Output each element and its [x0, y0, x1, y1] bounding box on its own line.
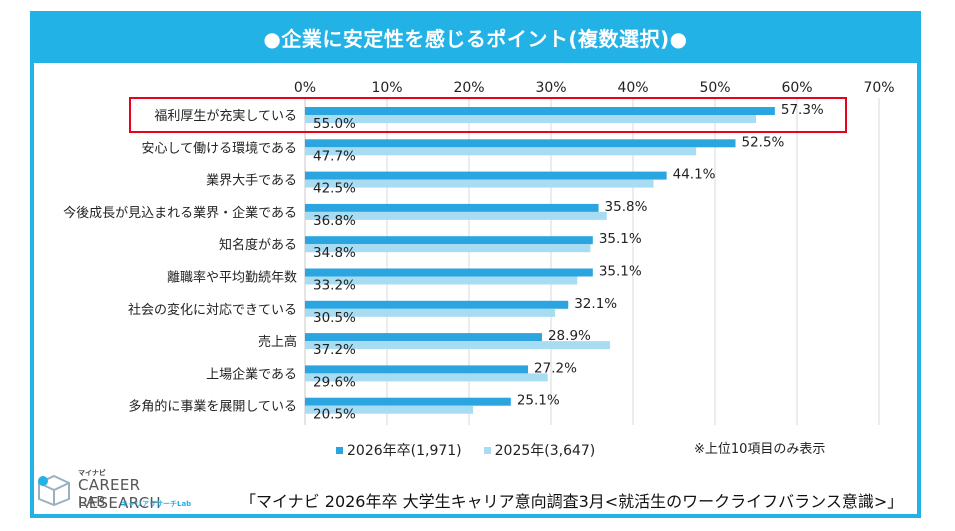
data-label-2026: 25.1% [517, 393, 560, 409]
data-label-2026: 28.9% [548, 328, 591, 344]
legend-swatch-2026 [336, 446, 343, 454]
data-label-2026: 35.1% [599, 264, 642, 280]
logo-text-line2: LAB [78, 495, 107, 510]
data-label-2025: 20.5% [313, 407, 356, 423]
bar-2026 [305, 171, 667, 180]
bar-2025 [305, 276, 578, 285]
data-label-2026: 52.5% [742, 134, 785, 150]
data-label-2025: 29.6% [313, 374, 356, 390]
data-label-2025: 37.2% [313, 342, 356, 358]
category-label: 業界大手である [206, 173, 297, 189]
bar-2026 [305, 139, 736, 148]
legend-item-2025: 2025年(3,647) [483, 440, 596, 460]
data-label-2026: 35.8% [605, 199, 648, 215]
bar-2026 [305, 107, 775, 115]
logo-text-line1: CAREER RESEARCH [78, 476, 161, 512]
data-label-2025: 42.5% [313, 181, 356, 197]
x-tick-label: 20% [453, 80, 484, 96]
category-label: 安心して働ける環境である [142, 141, 297, 156]
bar-2026 [305, 268, 593, 277]
category-label: 福利厚生が充実している [154, 108, 297, 124]
logo-cube-icon [38, 474, 70, 506]
bar-2025 [305, 211, 607, 220]
legend-label-2025: 2025年(3,647) [494, 443, 596, 459]
career-research-lab-logo: マイナビ CAREER RESEARCH LAB キャリアリサーチLab [36, 468, 226, 512]
category-label: 売上高 [258, 334, 297, 350]
x-tick-label: 60% [781, 80, 812, 96]
x-tick-label: 10% [371, 80, 402, 96]
legend: 2026年卒(1,971) 2025年(3,647) [336, 440, 595, 460]
logo-kana: マイナビ [78, 469, 106, 477]
x-tick-label: 50% [699, 80, 730, 96]
x-tick-label: 0% [294, 80, 316, 96]
data-label-2025: 30.5% [313, 310, 356, 326]
category-label: 離職率や平均勤続年数 [167, 270, 297, 286]
bar-2026 [305, 300, 569, 309]
data-label-2025: 36.8% [313, 213, 356, 229]
bar-2025 [305, 308, 556, 317]
bar-2025 [305, 115, 756, 123]
data-label-2026: 35.1% [599, 231, 642, 247]
data-label-2025: 33.2% [313, 278, 356, 294]
legend-swatch-2025 [483, 446, 491, 454]
bar-2025 [305, 373, 548, 382]
data-label-2025: 55.0% [313, 116, 356, 132]
footnote: ※上位10項目のみ表示 [694, 442, 826, 457]
bar-2025 [305, 405, 474, 414]
bar-2026 [305, 365, 529, 374]
legend-label-2026: 2026年卒(1,971) [347, 443, 462, 459]
chart-frame [30, 11, 921, 518]
data-label-2026: 32.1% [574, 296, 617, 312]
bar-2026 [305, 333, 542, 342]
highlight-box [129, 97, 847, 133]
category-label: 上場企業である [206, 366, 297, 382]
bar-2026 [305, 397, 511, 406]
category-label: 知名度がある [219, 237, 297, 253]
category-label: 多角的に事業を展開している [128, 399, 297, 415]
chart-title: ●企業に安定性を感じるポイント(複数選択)● [30, 11, 921, 63]
x-tick-label: 70% [863, 80, 894, 96]
x-tick-label: 40% [617, 80, 648, 96]
legend-item-2026: 2026年卒(1,971) [336, 440, 462, 460]
bar-2025 [305, 147, 697, 156]
category-label: 今後成長が見込まれる業界・企業である [63, 205, 297, 221]
bar-2026 [305, 203, 599, 212]
data-label-2025: 47.7% [313, 148, 356, 164]
bar-2025 [305, 244, 591, 253]
bar-2025 [305, 179, 654, 188]
data-label-2026: 57.3% [781, 102, 824, 118]
bar-2026 [305, 236, 593, 245]
data-label-2025: 34.8% [313, 245, 356, 261]
x-tick-label: 30% [535, 80, 566, 96]
category-label: 社会の変化に対応できている [128, 302, 297, 318]
data-label-2026: 44.1% [673, 167, 716, 183]
logo-subtext: キャリアリサーチLab [121, 500, 192, 508]
bar-2025 [305, 341, 611, 350]
source-citation: 「マイナビ 2026年卒 大学生キャリア意向調査3月<就活生のワークライフバラン… [240, 492, 904, 511]
data-label-2026: 27.2% [534, 360, 577, 376]
